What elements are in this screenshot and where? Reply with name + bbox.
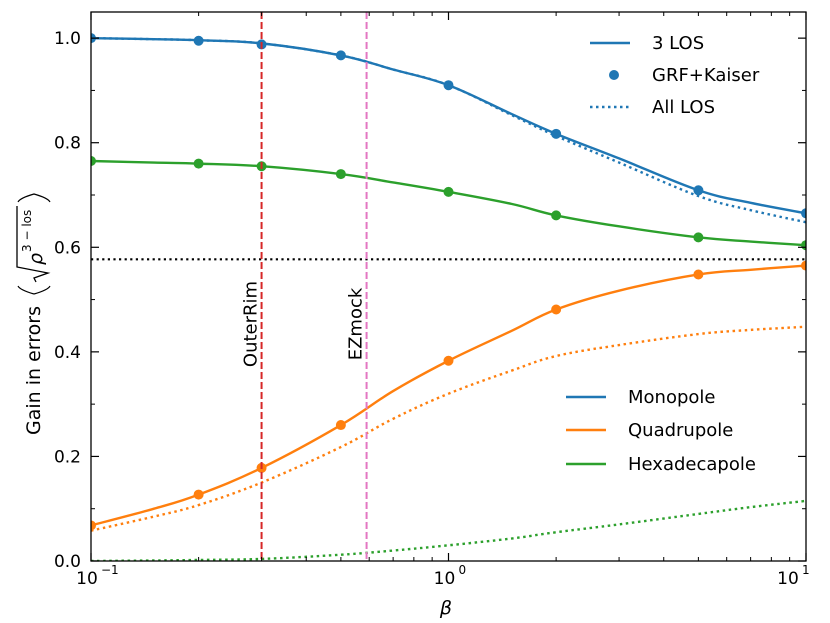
quadrupole-point-7 — [801, 260, 806, 271]
x-tick-label-0: 10 −1 — [76, 563, 119, 589]
monopole-point-4 — [443, 80, 454, 91]
legend-hexadecapole-label: Hexadecapole — [628, 454, 756, 475]
y-tick-label-3: 0.6 — [54, 238, 81, 258]
legend-all-los-label: All LOS — [652, 97, 715, 118]
x-tick-label-exp-2: 1 — [802, 563, 810, 577]
hexadecapole-point-6 — [693, 232, 704, 243]
axes-frame — [90, 11, 807, 562]
x-tick-label-base-2: 10 — [777, 569, 799, 589]
y-tick-label-0: 0.0 — [54, 552, 81, 572]
y-axis-label-paren — [17, 285, 51, 295]
y-axis-label: Gain in errors ρ 3 − los — [16, 193, 51, 435]
monopole-point-5 — [551, 128, 562, 139]
quadrupole-point-1 — [193, 489, 204, 500]
y-tick-label-1: 0.2 — [54, 447, 81, 467]
quadrupole-point-6 — [693, 269, 704, 280]
monopole-point-1 — [193, 35, 204, 46]
data-group — [91, 12, 806, 561]
axes-layer: 0.00.20.40.60.81.010 −1 10 0 10 1 — [54, 11, 810, 589]
x-tick-label-exp-1: 0 — [459, 563, 467, 577]
x-tick-label-base-1: 10 — [434, 569, 456, 589]
hexadecapole-point-3 — [335, 169, 346, 180]
y-tick-label-5: 1.0 — [54, 29, 81, 49]
y-axis-label-math: ρ 3 − los — [16, 193, 51, 295]
hexadecapole-point-1 — [193, 158, 204, 169]
x-tick-label-exp-0: −1 — [101, 563, 119, 577]
quadrupole-point-3 — [335, 420, 346, 431]
monopole-point-7 — [801, 208, 806, 219]
legend-styles: 3 LOS GRF+Kaiser All LOS — [590, 33, 760, 118]
y-axis-label-exp: 3 − los — [20, 210, 34, 252]
outerrim-label: OuterRim — [241, 281, 262, 367]
x-tick-label-2: 10 1 — [777, 563, 809, 589]
hexadecapole-point-4 — [443, 186, 454, 197]
x-axis-label: β — [439, 597, 452, 619]
y-axis-label-text: Gain in errors — [23, 306, 45, 435]
legend-monopole-label: Monopole — [628, 387, 715, 408]
hexadecapole-point-0 — [91, 156, 96, 167]
legend-grf-kaiser-swatch — [609, 70, 619, 80]
legend-multipoles: Monopole Quadrupole Hexadecapole — [566, 387, 756, 475]
legend-quadrupole-label: Quadrupole — [628, 420, 733, 441]
x-tick-label-1: 10 0 — [434, 563, 466, 589]
quadrupole-all-los-line — [91, 325, 806, 532]
legend-grf-kaiser-label: GRF+Kaiser — [652, 65, 760, 86]
y-axis-label-rho: ρ — [25, 253, 47, 265]
ezmock-label: EZmock — [346, 287, 367, 360]
quadrupole-point-4 — [443, 355, 454, 366]
monopole-point-3 — [335, 50, 346, 61]
quadrupole-point-5 — [551, 304, 562, 315]
legend-3los-label: 3 LOS — [652, 33, 704, 54]
y-tick-label-4: 0.8 — [54, 134, 81, 154]
y-axis-label-sqrt — [16, 206, 51, 283]
hexadecapole-point-5 — [551, 210, 562, 221]
y-axis-label-paren-close — [17, 193, 51, 203]
y-tick-label-2: 0.4 — [54, 343, 81, 363]
plot-layer: OuterRim EZmock — [91, 12, 806, 561]
quadrupole-point-0 — [91, 520, 96, 531]
hexadecapole-all-los-line — [91, 499, 806, 561]
monopole-point-6 — [693, 185, 704, 196]
x-tick-label-base-0: 10 — [76, 569, 98, 589]
